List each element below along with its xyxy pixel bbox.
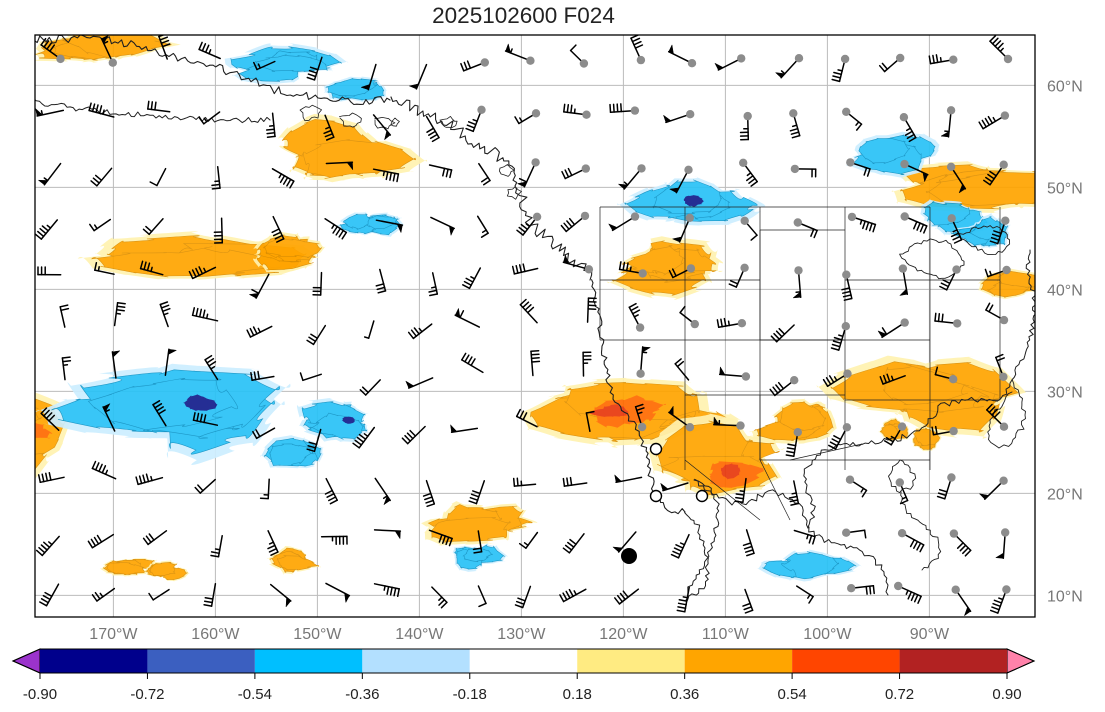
svg-text:20°N: 20°N [1047, 486, 1083, 503]
svg-text:10°N: 10°N [1047, 588, 1083, 605]
svg-text:130°W: 130°W [497, 626, 546, 643]
svg-text:40°N: 40°N [1047, 282, 1083, 299]
svg-text:100°W: 100°W [803, 626, 852, 643]
svg-text:0.18: 0.18 [563, 686, 592, 703]
svg-text:-0.54: -0.54 [238, 686, 272, 703]
svg-text:90°W: 90°W [910, 626, 950, 643]
svg-text:-0.90: -0.90 [23, 686, 57, 703]
svg-text:-0.18: -0.18 [453, 686, 487, 703]
svg-text:120°W: 120°W [599, 626, 648, 643]
svg-text:170°W: 170°W [89, 626, 138, 643]
svg-text:-0.72: -0.72 [130, 686, 164, 703]
svg-text:60°N: 60°N [1047, 78, 1083, 95]
svg-text:0.54: 0.54 [778, 686, 807, 703]
svg-text:0.90: 0.90 [992, 686, 1021, 703]
svg-text:30°N: 30°N [1047, 384, 1083, 401]
svg-text:2025102600 F024: 2025102600 F024 [432, 3, 615, 28]
svg-text:0.72: 0.72 [885, 686, 914, 703]
svg-text:140°W: 140°W [395, 626, 444, 643]
svg-text:110°W: 110°W [702, 626, 750, 643]
svg-text:150°W: 150°W [293, 626, 342, 643]
svg-text:160°W: 160°W [191, 626, 240, 643]
svg-text:50°N: 50°N [1047, 180, 1083, 197]
svg-text:-0.36: -0.36 [345, 686, 379, 703]
svg-text:0.36: 0.36 [670, 686, 699, 703]
